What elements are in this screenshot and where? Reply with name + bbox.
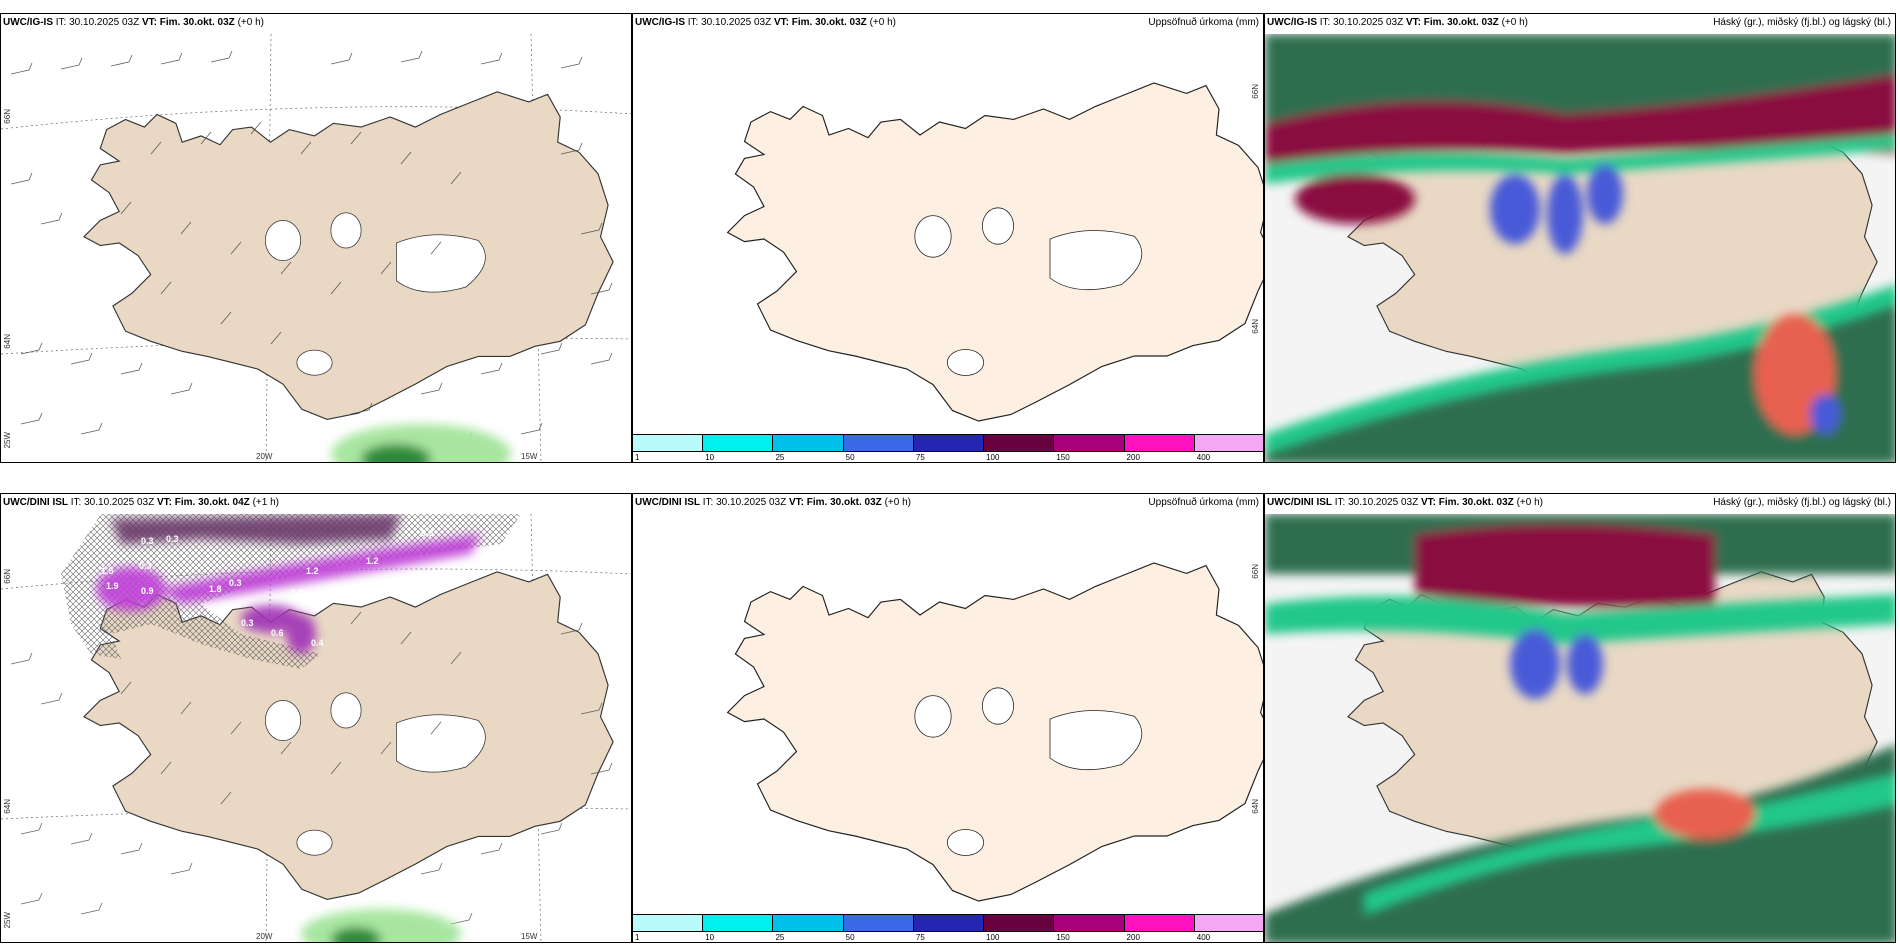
panel-field-label: Uppsöfnuð úrkoma (mm) [1148, 17, 1259, 28]
lat-label: 66N [3, 109, 12, 124]
panel-title: UWC/DINI ISL IT: 30.10.2025 03Z VT: Fim.… [635, 497, 911, 508]
colorbar-tick-label: 400 [1196, 933, 1211, 942]
panel-dini-clouds: UWC/DINI ISL IT: 30.10.2025 03Z VT: Fim.… [1264, 493, 1896, 943]
lat-label: 66N [3, 569, 12, 584]
colorbar-tick-label: 50 [845, 933, 855, 942]
precip-patch [301, 909, 461, 942]
panel-dini-precip: UWC/DINI ISL IT: 30.10.2025 03Z VT: Fim.… [632, 493, 1264, 943]
colorbar-swatch [843, 914, 914, 932]
lon-label: 20W [256, 932, 273, 941]
ice-value: 1.2 [306, 566, 319, 576]
colorbar-swatch [843, 434, 914, 452]
colorbar-swatch [1054, 914, 1125, 932]
colorbar-swatch [633, 434, 704, 452]
lat-label: 64N [3, 334, 12, 349]
colorbar-tick-label: 50 [845, 453, 855, 462]
map-precip-dini [726, 562, 1263, 902]
colorbar-swatch [773, 914, 844, 932]
ice-value: 0.6 [271, 628, 284, 638]
colorbar-swatch [633, 914, 704, 932]
panel-ig-clouds: UWC/IG-IS IT: 30.10.2025 03Z VT: Fim. 30… [1264, 13, 1896, 463]
colorbar-tick-label: 25 [775, 933, 785, 942]
colorbar-swatch [1194, 914, 1263, 932]
colorbar-swatch [703, 434, 774, 452]
lon-label: 25W [3, 432, 12, 449]
ice-value: 1.2 [366, 556, 379, 566]
colorbar-tick-label: 150 [1056, 453, 1070, 462]
cloud-field [1265, 34, 1895, 462]
lon-label: 20W [256, 452, 273, 461]
wind-barbs [10, 611, 613, 925]
colorbar-swatch [984, 914, 1055, 932]
precip-colorbar: 1 10 25 50 75 100 150 200 400 [633, 434, 1263, 462]
icing-field [96, 514, 481, 654]
colorbar-tick-label: 200 [1126, 453, 1140, 462]
panel-ig-precip: UWC/IG-IS IT: 30.10.2025 03Z VT: Fim. 30… [632, 13, 1264, 463]
panel-title: UWC/DINI ISL IT: 30.10.2025 03Z VT: Fim.… [3, 497, 303, 509]
colorbar-swatch [1124, 914, 1195, 932]
colorbar-tick-label: 400 [1196, 453, 1211, 462]
colorbar-tick-label: 150 [1056, 933, 1070, 942]
panel-field-label: Uppsöfnuð úrkoma (mm) [1148, 497, 1259, 508]
map-clouds-dini [1265, 514, 1895, 942]
map-clouds-ig [1265, 34, 1895, 462]
panel-title: UWC/IG-IS IT: 30.10.2025 03Z VT: Fim. 30… [635, 17, 896, 28]
colorbar-tick-label: 100 [986, 453, 1000, 462]
ice-value: 0.3 [141, 536, 154, 546]
lat-label: 66N [1251, 84, 1260, 99]
colorbar-swatch [984, 434, 1055, 452]
ice-value: 1.3 [291, 588, 304, 598]
ice-value: 0.4 [311, 638, 324, 648]
wind-barbs [10, 50, 613, 445]
ice-value: 0.3 [229, 578, 242, 588]
lat-label: 66N [1251, 564, 1260, 579]
panel-dini-wind: UWC/DINI ISL IT: 30.10.2025 03Z VT: Fim.… [0, 493, 632, 943]
colorbar-tick-label: 100 [986, 933, 1000, 942]
ice-value: 0.3 [241, 618, 254, 628]
map-wind-ig [1, 34, 631, 462]
colorbar-swatch [1054, 434, 1125, 452]
lat-label: 64N [3, 799, 12, 814]
colorbar-swatch [1124, 434, 1195, 452]
colorbar-swatch [773, 434, 844, 452]
colorbar-tick-label: 75 [915, 453, 925, 462]
ice-value-labels: 0.3 0.3 0.3 1.5 0.3 1.9 1.2 1.2 1.8 0.3 … [101, 528, 434, 648]
lon-label: 25W [3, 912, 12, 929]
precip-colorbar: 1 10 25 50 75 100 150 200 400 [633, 914, 1263, 942]
ice-value: 0.3 [139, 561, 152, 571]
colorbar-swatch [1194, 434, 1263, 452]
lon-label: 15W [521, 452, 538, 461]
ice-value: 1.9 [106, 581, 119, 591]
map-precip-ig [726, 82, 1263, 422]
panel-ig-wind: UWC/IG-IS IT: 30.10.2025 03Z VT: Fim. 30… [0, 13, 632, 463]
ice-value: 1.5 [101, 566, 114, 576]
ice-value: 0.9 [141, 586, 154, 596]
panel-title: UWC/DINI ISL IT: 30.10.2025 03Z VT: Fim.… [1267, 497, 1543, 508]
lon-label: 15W [521, 932, 538, 941]
colorbar-swatch [913, 434, 985, 452]
colorbar-tick-label: 75 [915, 933, 925, 942]
colorbar-tick-label: 25 [775, 453, 785, 462]
colorbar-swatch [913, 914, 985, 932]
panel-title: UWC/IG-IS IT: 30.10.2025 03Z VT: Fim. 30… [3, 17, 264, 28]
cloud-field [1265, 514, 1895, 942]
panel-title: UWC/IG-IS IT: 30.10.2025 03Z VT: Fim. 30… [1267, 17, 1528, 28]
lat-label: 64N [1251, 799, 1260, 814]
colorbar-swatch [703, 914, 774, 932]
precip-patch [331, 424, 511, 462]
ice-value: 1.8 [209, 584, 222, 594]
lat-label: 64N [1251, 319, 1260, 334]
panel-field-label: Háský (gr.), miðský (fj.bl.) og lágský (… [1713, 17, 1891, 28]
colorbar-tick-label: 10 [705, 933, 715, 942]
panel-field-label: Háský (gr.), miðský (fj.bl.) og lágský (… [1713, 497, 1891, 508]
colorbar-tick-label: 1 [635, 933, 640, 942]
ice-value: 0.3 [421, 528, 434, 538]
map-wind-dini: 0.3 0.3 0.3 1.5 0.3 1.9 1.2 1.2 1.8 0.3 … [1, 514, 631, 942]
ice-value: 0.3 [166, 534, 179, 544]
colorbar-tick-label: 200 [1126, 933, 1140, 942]
colorbar-tick-label: 1 [635, 453, 640, 462]
colorbar-tick-label: 10 [705, 453, 715, 462]
